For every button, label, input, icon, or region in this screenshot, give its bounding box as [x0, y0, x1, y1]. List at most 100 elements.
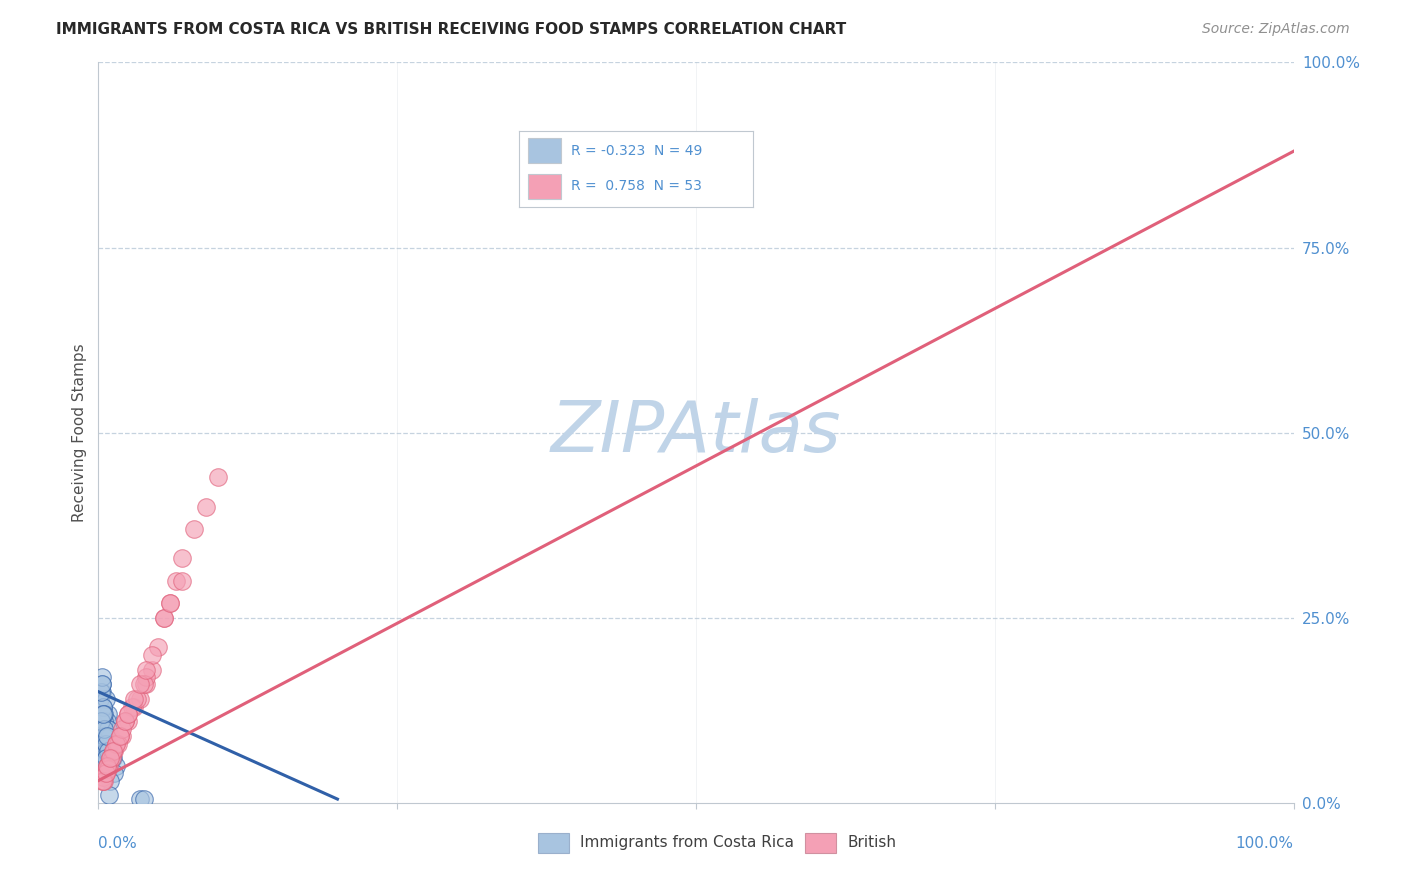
- Bar: [529, 174, 561, 199]
- Point: [91, 677, 114, 691]
- Point: [172, 574, 194, 588]
- Point: [207, 470, 229, 484]
- Point: [98, 751, 122, 765]
- Point: [153, 610, 176, 624]
- Point: [91, 706, 114, 721]
- Point: [117, 706, 139, 721]
- Point: [94, 729, 117, 743]
- Point: [91, 706, 114, 721]
- Point: [129, 677, 152, 691]
- Point: [91, 699, 114, 714]
- Point: [103, 744, 125, 758]
- Text: British: British: [846, 836, 896, 850]
- Point: [159, 596, 181, 610]
- Point: [91, 699, 114, 714]
- Point: [91, 685, 114, 699]
- Point: [98, 744, 121, 758]
- Point: [129, 792, 152, 806]
- Text: Source: ZipAtlas.com: Source: ZipAtlas.com: [1202, 22, 1350, 37]
- Point: [98, 729, 122, 743]
- Point: [105, 737, 128, 751]
- Point: [195, 500, 218, 514]
- Point: [91, 670, 114, 684]
- Point: [94, 744, 117, 758]
- Point: [97, 744, 120, 758]
- Point: [94, 737, 117, 751]
- Point: [97, 722, 120, 736]
- Point: [121, 699, 143, 714]
- Point: [93, 714, 115, 729]
- Point: [124, 699, 146, 714]
- Text: ZIPAtlas: ZIPAtlas: [551, 398, 841, 467]
- Point: [117, 714, 139, 729]
- Point: [94, 766, 117, 780]
- Point: [91, 766, 114, 780]
- Bar: [529, 138, 561, 163]
- Point: [91, 773, 114, 788]
- Text: IMMIGRANTS FROM COSTA RICA VS BRITISH RECEIVING FOOD STAMPS CORRELATION CHART: IMMIGRANTS FROM COSTA RICA VS BRITISH RE…: [56, 22, 846, 37]
- Point: [90, 737, 112, 751]
- Point: [125, 692, 148, 706]
- Point: [93, 722, 115, 736]
- Point: [111, 722, 134, 736]
- Point: [114, 714, 136, 729]
- Point: [159, 596, 181, 610]
- Point: [91, 770, 114, 784]
- Point: [98, 751, 121, 765]
- Point: [114, 714, 136, 729]
- Point: [90, 714, 112, 729]
- Point: [135, 677, 157, 691]
- Point: [94, 744, 117, 758]
- Point: [101, 751, 124, 765]
- Point: [96, 758, 118, 772]
- Point: [129, 692, 152, 706]
- Point: [90, 744, 112, 758]
- Text: Immigrants from Costa Rica: Immigrants from Costa Rica: [581, 836, 794, 850]
- Point: [93, 722, 115, 736]
- Point: [96, 758, 118, 772]
- Point: [107, 737, 129, 751]
- Point: [96, 737, 118, 751]
- Point: [93, 766, 115, 780]
- Point: [172, 551, 194, 566]
- Text: R =  0.758  N = 53: R = 0.758 N = 53: [571, 179, 702, 194]
- Point: [96, 758, 118, 772]
- Point: [135, 663, 157, 677]
- Point: [93, 729, 115, 743]
- Point: [97, 722, 120, 736]
- Text: 100.0%: 100.0%: [1236, 836, 1294, 851]
- Point: [117, 706, 139, 721]
- Point: [89, 692, 111, 706]
- Point: [93, 729, 115, 743]
- Point: [105, 737, 128, 751]
- Point: [98, 773, 122, 788]
- Point: [96, 714, 118, 729]
- Point: [94, 751, 117, 765]
- Point: [103, 766, 125, 780]
- Point: [97, 706, 120, 721]
- Point: [100, 751, 122, 765]
- Point: [108, 729, 131, 743]
- Point: [132, 792, 155, 806]
- Point: [100, 751, 122, 765]
- Point: [97, 763, 120, 777]
- Point: [91, 751, 114, 765]
- Point: [111, 729, 134, 743]
- Point: [148, 640, 170, 655]
- Point: [98, 758, 121, 772]
- Point: [90, 685, 112, 699]
- Point: [96, 729, 118, 743]
- Point: [91, 773, 114, 788]
- Point: [141, 648, 163, 662]
- Point: [93, 706, 115, 721]
- Point: [141, 663, 163, 677]
- Point: [165, 574, 187, 588]
- Point: [124, 692, 146, 706]
- Point: [101, 744, 124, 758]
- Point: [153, 610, 176, 624]
- Point: [105, 758, 128, 772]
- Point: [101, 744, 124, 758]
- Point: [98, 737, 121, 751]
- Point: [183, 522, 205, 536]
- Point: [94, 692, 117, 706]
